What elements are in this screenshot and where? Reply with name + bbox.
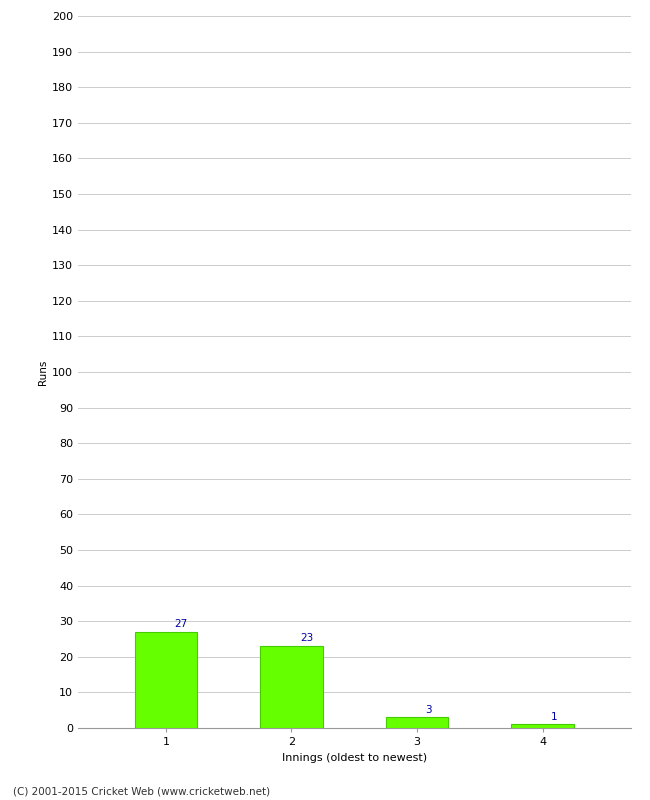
X-axis label: Innings (oldest to newest): Innings (oldest to newest) <box>281 753 427 762</box>
Text: 3: 3 <box>425 705 432 714</box>
Bar <box>260 646 323 728</box>
Text: 27: 27 <box>174 619 187 629</box>
Bar <box>511 725 574 728</box>
Y-axis label: Runs: Runs <box>38 359 48 385</box>
Text: 1: 1 <box>551 712 558 722</box>
Text: (C) 2001-2015 Cricket Web (www.cricketweb.net): (C) 2001-2015 Cricket Web (www.cricketwe… <box>13 786 270 796</box>
Bar <box>385 718 448 728</box>
Text: 23: 23 <box>300 634 313 643</box>
Bar <box>135 632 198 728</box>
